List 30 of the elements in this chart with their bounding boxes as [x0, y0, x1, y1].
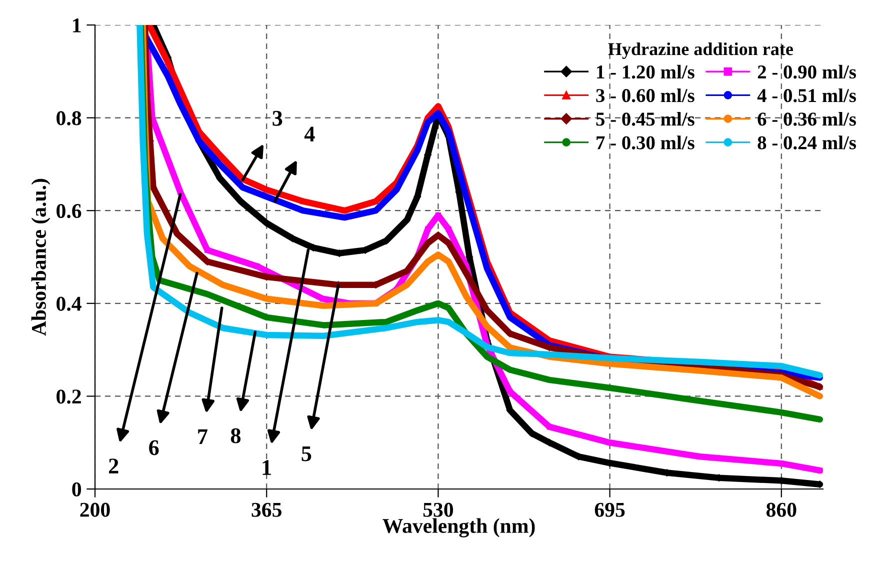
annotation: 8 — [230, 428, 241, 444]
annotation: 6 — [149, 440, 159, 456]
annotation: 7 — [198, 429, 208, 444]
y-tick-label: 0.2 — [56, 390, 81, 404]
legend-label: 8 - 0.24 ml/s — [758, 136, 856, 150]
legend-label: 5 - 0.45 ml/s — [596, 112, 694, 126]
x-tick-label: 365 — [252, 502, 282, 517]
y-tick-label: 0.6 — [56, 204, 82, 218]
legend-label: 7 - 0.30 ml/s — [596, 136, 694, 150]
x-tick-label: 860 — [766, 502, 796, 517]
x-axis-title: Wavelength (nm) — [382, 518, 535, 538]
legend-label: 3 - 0.60 ml/s — [596, 88, 694, 102]
legend-label: 2 - 0.90 ml/s — [758, 64, 856, 79]
y-tick-label: 0 — [72, 482, 82, 496]
y-tick-label: 0.4 — [56, 296, 82, 311]
legend-label: 1 - 1.20 ml/s — [597, 64, 694, 79]
y-tick-label: 0.8 — [56, 111, 82, 126]
annotation: 4 — [304, 126, 315, 142]
legend-label: 4 - 0.51 ml/s — [757, 88, 856, 102]
legend-title: Hydrazine addition rate — [608, 42, 794, 59]
annotation: 3 — [272, 110, 282, 126]
y-tick-label: 1 — [73, 18, 81, 32]
x-tick-label: 200 — [80, 502, 110, 517]
x-tick-label: 695 — [594, 502, 625, 517]
annotation: 2 — [108, 458, 118, 474]
y-axis-title: Absorbance (a.u.) — [31, 178, 50, 336]
annotation: 1 — [262, 460, 271, 475]
x-tick-label: 530 — [423, 502, 454, 517]
annotation: 5 — [302, 446, 312, 462]
legend-label: 6 - 0.36 ml/s — [758, 112, 856, 126]
